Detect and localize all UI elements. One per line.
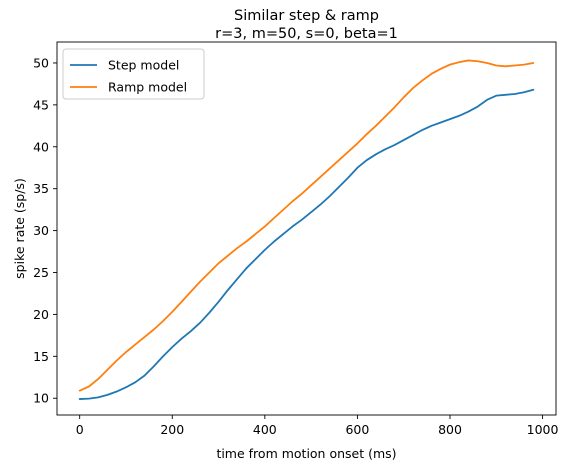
x-axis-label: time from motion onset (ms) bbox=[216, 446, 396, 461]
series-line-ramp-model bbox=[78, 59, 535, 392]
y-tick-label: 15 bbox=[33, 349, 49, 364]
y-tick-label: 20 bbox=[33, 307, 49, 322]
x-tick-label: 400 bbox=[253, 422, 277, 437]
chart-subtitle: r=3, m=50, s=0, beta=1 bbox=[215, 26, 398, 42]
plot-frame bbox=[56, 41, 557, 416]
legend-label-step-model: Step model bbox=[108, 58, 179, 73]
y-axis-label: spike rate (sp/s) bbox=[12, 178, 27, 279]
series-line-step-model bbox=[78, 88, 535, 400]
chart-title: Similar step & ramp bbox=[234, 8, 379, 24]
x-tick-label: 600 bbox=[345, 422, 369, 437]
x-tick-label: 0 bbox=[76, 422, 84, 437]
x-tick-label: 1000 bbox=[527, 422, 559, 437]
series-layer bbox=[78, 59, 535, 400]
y-tick-label: 30 bbox=[33, 223, 49, 238]
x-tick-label: 200 bbox=[160, 422, 184, 437]
y-tick-label: 10 bbox=[33, 391, 49, 406]
y-tick-label: 25 bbox=[33, 265, 49, 280]
y-tick-label: 35 bbox=[33, 181, 49, 196]
legend: Step model Ramp model bbox=[62, 48, 205, 100]
y-tick-label: 50 bbox=[33, 55, 49, 70]
x-tick-label: 800 bbox=[438, 422, 462, 437]
y-tick-label: 40 bbox=[33, 139, 49, 154]
y-axis-ticks: 10 15 20 25 30 35 40 45 50 bbox=[33, 55, 57, 406]
legend-box bbox=[62, 48, 205, 100]
x-axis-ticks: 0 200 400 600 800 1000 bbox=[76, 415, 559, 437]
legend-label-ramp-model: Ramp model bbox=[108, 80, 187, 95]
y-tick-label: 45 bbox=[33, 97, 49, 112]
